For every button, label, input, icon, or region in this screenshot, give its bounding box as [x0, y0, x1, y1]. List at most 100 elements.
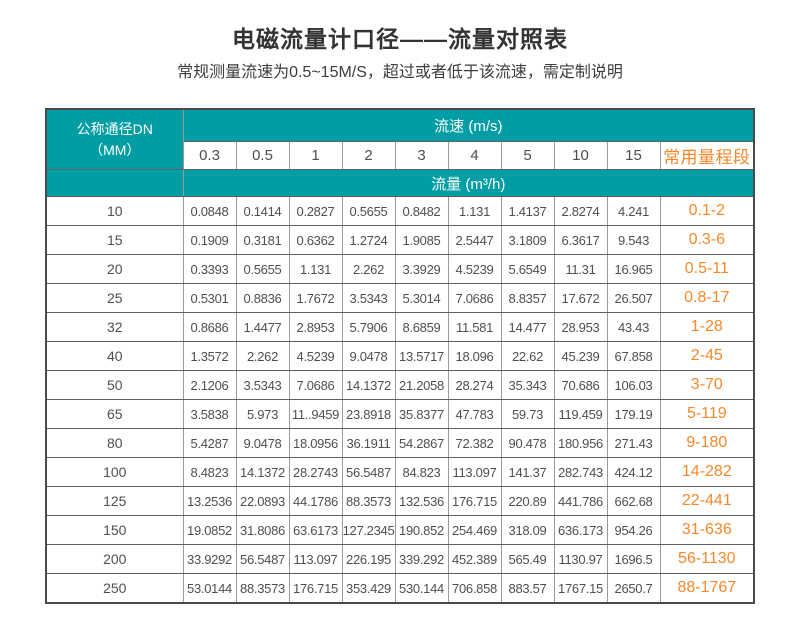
flow-value-cell: 3.1809 — [500, 225, 555, 255]
range-cell: 0.8-17 — [659, 283, 755, 313]
flow-value-cell: 11.581 — [447, 312, 502, 342]
range-header-cell: 常用量程段 — [659, 141, 755, 170]
flow-value-cell: 1.7672 — [288, 283, 343, 313]
flow-value-cell: 1.4137 — [500, 196, 555, 226]
flow-value-cell: 63.6173 — [288, 515, 343, 545]
flow-value-cell: 72.382 — [447, 428, 502, 458]
range-cell: 0.3-6 — [659, 225, 755, 255]
flow-value-cell: 0.1909 — [182, 225, 237, 255]
flow-value-cell: 662.68 — [606, 486, 661, 516]
flow-value-cell: 28.274 — [447, 370, 502, 400]
flow-value-cell: 8.4823 — [182, 457, 237, 487]
velocity-header-row: 公称通径DN （MM） 流速 (m/s) — [45, 108, 755, 170]
flow-value-cell: 47.783 — [447, 399, 502, 429]
flow-value-cell: 3.5343 — [341, 283, 396, 313]
flow-value-cell: 13.5717 — [394, 341, 449, 371]
flow-value-cell: 56.5487 — [235, 544, 290, 574]
dn-cell: 250 — [45, 573, 184, 604]
flow-value-cell: 0.8482 — [394, 196, 449, 226]
table-row: 65 3.5838 5.973 11..9459 23.8918 35.8377 47.78… — [45, 399, 755, 429]
flow-value-cell: 1130.97 — [553, 544, 608, 574]
dn-cell: 40 — [45, 341, 184, 371]
flow-value-cell: 9.0478 — [235, 428, 290, 458]
table-row: 125 13.2536 22.0893 44.1786 88.3573 132.536 17… — [45, 486, 755, 516]
range-cell: 2-45 — [659, 341, 755, 371]
flow-value-cell: 23.8918 — [341, 399, 396, 429]
table-row: 80 5.4287 9.0478 18.0956 36.1911 54.2867 72.38… — [45, 428, 755, 458]
dn-cell: 150 — [45, 515, 184, 545]
range-cell: 88-1767 — [659, 573, 755, 604]
flow-value-cell: 113.097 — [288, 544, 343, 574]
flow-value-cell: 353.429 — [341, 573, 396, 604]
flow-value-cell: 1767.15 — [553, 573, 608, 604]
flow-value-cell: 26.507 — [606, 283, 661, 313]
flow-value-cell: 22.62 — [500, 341, 555, 371]
dn-cell: 20 — [45, 254, 184, 284]
flow-value-cell: 28.2743 — [288, 457, 343, 487]
flow-value-cell: 5.4287 — [182, 428, 237, 458]
flow-value-cell: 0.3393 — [182, 254, 237, 284]
flow-value-cell: 2.8953 — [288, 312, 343, 342]
corner-header-line2: （MM） — [89, 141, 141, 158]
flow-value-cell: 28.953 — [553, 312, 608, 342]
table-row: 15 0.1909 0.3181 0.6362 1.2724 1.9085 2.5447 3.… — [45, 225, 755, 255]
velocity-column-header: 4 — [447, 141, 502, 170]
velocity-column-header: 2 — [341, 141, 396, 170]
table-row: 20 0.3393 0.5655 1.131 2.262 3.3929 4.5239 5.65… — [45, 254, 755, 284]
flow-value-cell: 141.37 — [500, 457, 555, 487]
flow-comparison-table: 公称通径DN （MM） 流速 (m/s) 0.3 0.5 1 2 3 4 5 10 15 常用量程… — [45, 108, 756, 604]
flow-value-cell: 31.8086 — [235, 515, 290, 545]
flow-value-cell: 179.19 — [606, 399, 661, 429]
range-cell: 0.1-2 — [659, 196, 755, 226]
flow-value-cell: 0.5655 — [341, 196, 396, 226]
flow-value-cell: 16.965 — [606, 254, 661, 284]
flow-value-cell: 33.9292 — [182, 544, 237, 574]
corner-header-line1: 公称通径DN — [76, 121, 153, 138]
flow-value-cell: 7.0686 — [447, 283, 502, 313]
velocity-header-cell: 流速 (m/s) — [182, 108, 755, 142]
range-cell: 22-441 — [659, 486, 755, 516]
flow-value-cell: 530.144 — [394, 573, 449, 604]
flow-value-cell: 36.1911 — [341, 428, 396, 458]
flow-value-cell: 2.5447 — [447, 225, 502, 255]
flow-value-cell: 190.852 — [394, 515, 449, 545]
flow-value-cell: 883.57 — [500, 573, 555, 604]
flow-value-cell: 1.131 — [447, 196, 502, 226]
flow-value-cell: 0.1414 — [235, 196, 290, 226]
flow-value-cell: 19.0852 — [182, 515, 237, 545]
page-title: 电磁流量计口径——流量对照表 — [232, 26, 568, 52]
flow-value-cell: 8.8357 — [500, 283, 555, 313]
velocity-column-header: 10 — [553, 141, 608, 170]
flow-value-cell: 2650.7 — [606, 573, 661, 604]
table-row: 250 53.0144 88.3573 176.715 353.429 530.144 70… — [45, 573, 755, 604]
range-cell: 9-180 — [659, 428, 755, 458]
flow-value-cell: 5.7906 — [341, 312, 396, 342]
flow-value-cell: 88.3573 — [341, 486, 396, 516]
flow-value-cell: 59.73 — [500, 399, 555, 429]
dn-cell: 25 — [45, 283, 184, 313]
flow-value-cell: 67.858 — [606, 341, 661, 371]
range-cell: 1-28 — [659, 312, 755, 342]
flow-value-cell: 14.1372 — [235, 457, 290, 487]
flow-value-cell: 13.2536 — [182, 486, 237, 516]
flow-value-cell: 636.173 — [553, 515, 608, 545]
flow-value-cell: 3.5343 — [235, 370, 290, 400]
table-row: 50 2.1206 3.5343 7.0686 14.1372 21.2058 28.274… — [45, 370, 755, 400]
flow-value-cell: 45.239 — [553, 341, 608, 371]
dn-cell: 32 — [45, 312, 184, 342]
flow-value-cell: 11.31 — [553, 254, 608, 284]
range-cell: 3-70 — [659, 370, 755, 400]
flow-value-cell: 17.672 — [553, 283, 608, 313]
table-row: 25 0.5301 0.8836 1.7672 3.5343 5.3014 7.0686 8.… — [45, 283, 755, 313]
flow-value-cell: 954.26 — [606, 515, 661, 545]
flow-header-cell: 流量 (m³/h) — [182, 169, 755, 197]
flow-value-cell: 119.459 — [553, 399, 608, 429]
dn-cell: 10 — [45, 196, 184, 226]
flow-value-cell: 5.3014 — [394, 283, 449, 313]
range-cell: 0.5-11 — [659, 254, 755, 284]
table-row: 10 0.0848 0.1414 0.2827 0.5655 0.8482 1.131 1.4… — [45, 196, 755, 226]
flow-value-cell: 3.3929 — [394, 254, 449, 284]
flow-value-cell: 4.5239 — [447, 254, 502, 284]
flow-value-cell: 424.12 — [606, 457, 661, 487]
